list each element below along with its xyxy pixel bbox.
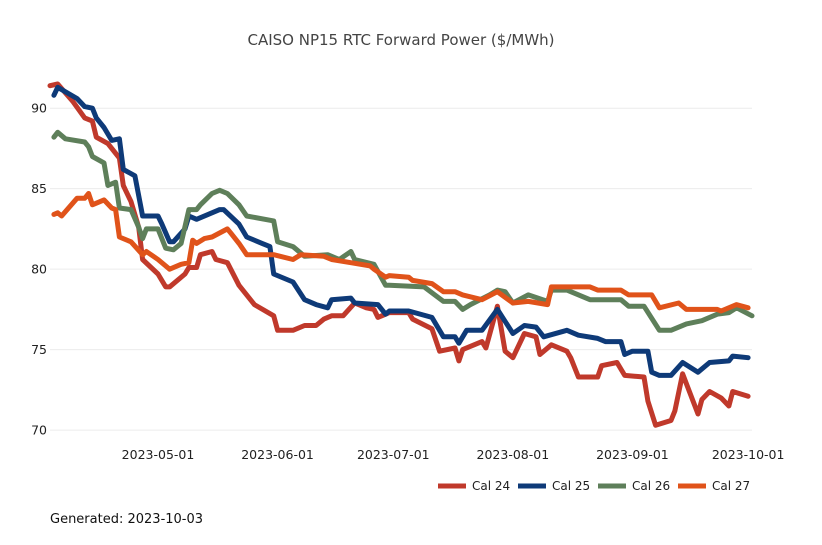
x-tick-label: 2023-05-01 xyxy=(122,447,195,462)
legend-item: Cal 25 xyxy=(518,479,590,493)
legend-label: Cal 25 xyxy=(552,479,590,493)
generated-date: Generated: 2023-10-03 xyxy=(50,512,204,527)
x-tick-label: 2023-08-01 xyxy=(477,447,550,462)
y-tick-label: 85 xyxy=(31,181,47,196)
series-line-cal-27 xyxy=(51,191,751,314)
legend-label: Cal 24 xyxy=(472,479,510,493)
y-tick-label: 75 xyxy=(31,342,47,357)
x-tick-label: 2023-07-01 xyxy=(357,447,430,462)
y-tick-label: 90 xyxy=(31,101,47,116)
y-tick-label: 80 xyxy=(31,262,47,277)
x-tick-label: 2023-10-01 xyxy=(712,447,785,462)
x-tick-label: 2023-06-01 xyxy=(241,447,314,462)
series-line-cal-26 xyxy=(51,129,755,333)
series-line-cal-25 xyxy=(51,84,751,378)
chart-title: CAISO NP15 RTC Forward Power ($/MWh) xyxy=(247,31,554,49)
y-tick-label: 70 xyxy=(31,423,47,438)
legend-item: Cal 24 xyxy=(438,479,510,493)
legend-label: Cal 27 xyxy=(712,479,750,493)
legend-label: Cal 26 xyxy=(632,479,670,493)
legend-item: Cal 26 xyxy=(598,479,670,493)
x-tick-label: 2023-09-01 xyxy=(596,447,669,462)
legend-item: Cal 27 xyxy=(678,479,750,493)
